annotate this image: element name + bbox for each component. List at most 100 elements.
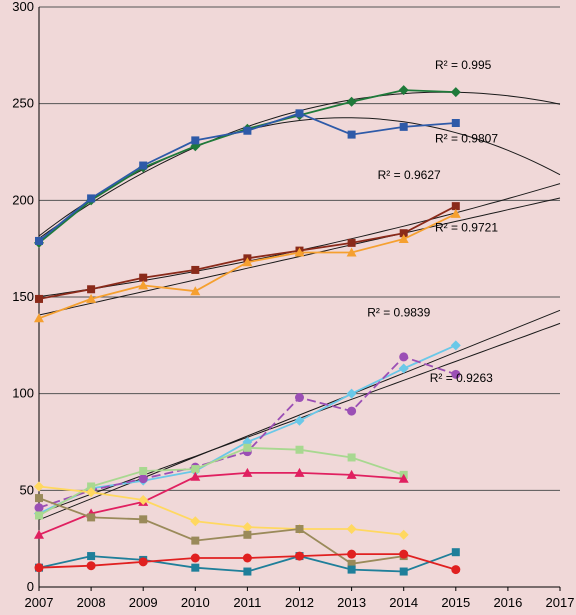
data-point [243, 530, 252, 539]
x-tick-label: 2013 [337, 595, 366, 610]
series-line [38, 446, 404, 517]
data-point [346, 524, 357, 534]
data-point [347, 130, 356, 139]
data-point [243, 126, 252, 135]
data-point [295, 109, 304, 118]
data-point [35, 294, 43, 303]
data-point [398, 529, 409, 540]
data-point [398, 85, 409, 96]
data-point [346, 247, 357, 257]
data-point [347, 453, 356, 462]
data-point [295, 445, 304, 454]
data-point [451, 548, 460, 557]
data-point [191, 536, 200, 545]
data-point [138, 495, 149, 505]
series-group [34, 85, 461, 576]
data-point [295, 525, 304, 533]
data-point [34, 529, 44, 539]
data-point [87, 552, 96, 561]
data-point [87, 285, 96, 294]
x-tick-label: 2008 [77, 595, 106, 610]
data-point [347, 565, 356, 574]
data-point [191, 265, 200, 274]
data-point [399, 567, 408, 576]
x-tick-label: 2010 [181, 595, 210, 610]
data-point [86, 293, 97, 303]
r2-label: R² = 0.9627 [378, 168, 441, 182]
data-point [398, 234, 409, 243]
data-point [138, 280, 149, 290]
y-tick-label: 100 [12, 386, 34, 401]
data-point [35, 236, 43, 245]
data-point [191, 465, 200, 474]
x-tick-label: 2009 [129, 595, 158, 610]
data-point [243, 443, 252, 452]
data-point [398, 363, 409, 374]
data-point [242, 467, 253, 477]
data-point [451, 369, 461, 379]
data-point [295, 393, 304, 403]
y-tick-label: 0 [27, 579, 34, 594]
series-line [38, 89, 456, 244]
data-point [35, 494, 43, 503]
data-point [139, 273, 148, 282]
data-point [398, 473, 409, 483]
data-point [138, 474, 148, 484]
data-point [87, 513, 96, 522]
data-point [450, 340, 461, 351]
y-tick-label: 250 [12, 96, 34, 111]
data-point [451, 202, 460, 211]
data-point [34, 503, 44, 513]
data-point [347, 238, 356, 247]
data-point [35, 511, 43, 520]
trendline [38, 309, 561, 521]
data-point [139, 161, 148, 170]
x-tick-label: 2011 [233, 595, 261, 610]
data-point [34, 481, 44, 492]
r2-label: R² = 0.9839 [367, 305, 430, 319]
r2-label: R² = 0.995 [435, 58, 492, 72]
x-tick-label: 2017 [546, 595, 575, 610]
data-point [86, 487, 97, 498]
r2-label: R² = 0.9807 [435, 131, 498, 145]
data-point [190, 516, 201, 527]
y-tick-label: 200 [12, 192, 34, 207]
r2-label: R² = 0.9721 [435, 220, 498, 234]
data-point [346, 469, 357, 479]
data-point [191, 136, 200, 145]
data-point [191, 563, 200, 572]
data-point [34, 313, 44, 323]
data-point [139, 515, 148, 524]
data-point [399, 122, 408, 131]
data-point [347, 559, 356, 568]
data-point [138, 557, 148, 567]
series-line [38, 497, 404, 565]
series-line [38, 205, 457, 300]
data-point [399, 549, 409, 559]
data-point [346, 96, 357, 107]
x-tick-label: 2016 [493, 595, 522, 610]
x-tick-label: 2014 [389, 595, 418, 610]
x-tick-label: 2007 [25, 595, 54, 610]
data-point [347, 549, 357, 559]
data-point [294, 467, 305, 477]
data-point [450, 208, 461, 218]
series-line [38, 355, 457, 509]
data-point [347, 406, 357, 416]
data-point [139, 467, 148, 475]
r2-labels: R² = 0.995 R² = 0.9807 R² = 0.9627 R² = 0.9… [367, 58, 498, 385]
data-point [242, 257, 253, 267]
data-point [399, 229, 408, 238]
series-line [38, 485, 404, 536]
trendlines [38, 91, 561, 521]
data-point [86, 561, 96, 571]
x-tick-label: 2012 [285, 595, 314, 610]
data-point [346, 388, 357, 399]
y-tick-label: 300 [12, 0, 34, 14]
data-point [190, 553, 200, 563]
data-point [242, 522, 253, 533]
data-point [399, 352, 409, 362]
data-point [294, 247, 305, 257]
data-point [87, 482, 96, 491]
